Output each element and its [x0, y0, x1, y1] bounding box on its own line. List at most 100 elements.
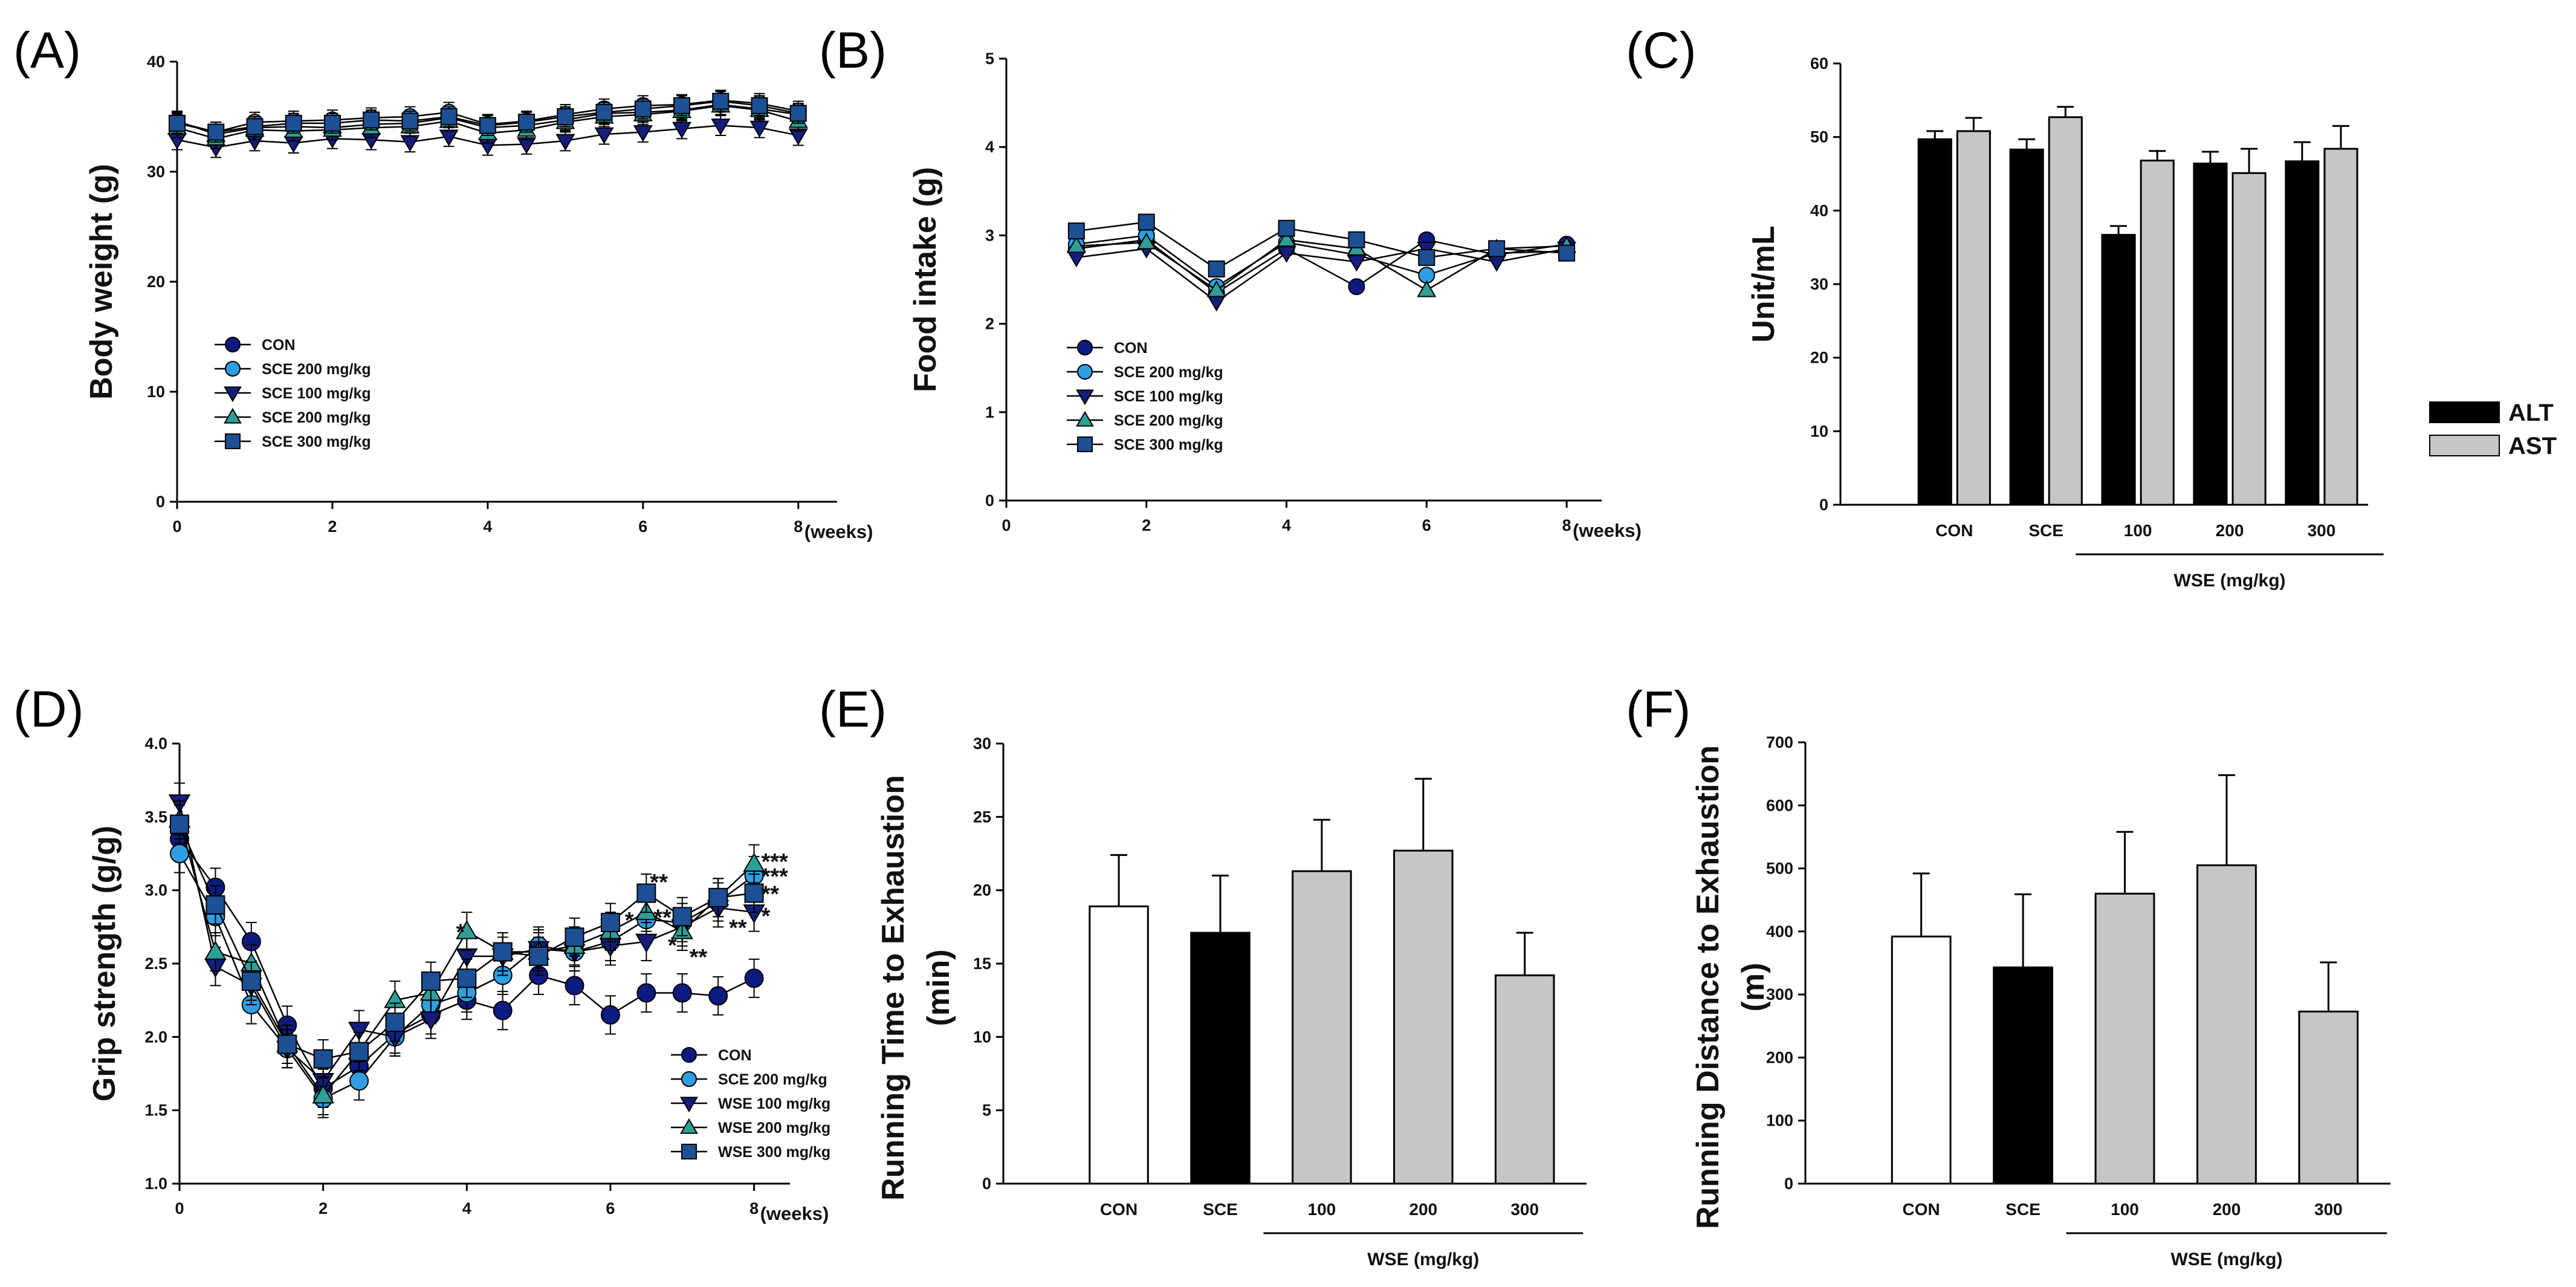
data-point-square	[1077, 436, 1093, 452]
data-point-square	[457, 968, 477, 988]
series-4	[170, 804, 764, 1079]
legend-label: CON	[1114, 340, 1148, 357]
y-tick-label: 1	[985, 403, 994, 421]
data-point-square	[789, 105, 807, 122]
data-point-square	[205, 895, 225, 915]
x-category-label: 100	[2124, 521, 2152, 540]
x-tick-label: 0	[175, 1199, 184, 1217]
data-point-triangle-down	[635, 933, 658, 953]
bar	[2323, 148, 2358, 506]
data-point-square	[1418, 248, 1435, 266]
data-point-square	[207, 123, 225, 141]
y-tick-label: 300	[1766, 985, 1793, 1003]
data-point-square	[634, 100, 652, 118]
data-point-circle	[744, 968, 764, 988]
data-point-square	[712, 92, 730, 110]
data-point-circle	[636, 983, 656, 1003]
x-tick-label: 0	[1002, 516, 1011, 534]
data-point-circle	[1077, 340, 1093, 355]
data-point-circle	[681, 1047, 697, 1063]
data-point-square	[681, 1144, 697, 1159]
panel-c-alt-ast-chart: (C) 0 10 20 30 40 50 60 Unit/mL CON SCE 100 200 300 WS…	[1626, 22, 2557, 591]
y-tick-label: 700	[1766, 733, 1793, 751]
data-point-square	[349, 1042, 369, 1062]
legend-label: WSE 300 mg/kg	[718, 1144, 830, 1161]
bar	[2193, 162, 2228, 506]
series-line	[1076, 235, 1567, 288]
x-tick-label: 6	[606, 1199, 615, 1217]
significance-marker: ***	[761, 849, 788, 875]
legend-label: CON	[262, 337, 296, 354]
y-tick-label: 2.0	[144, 1028, 167, 1046]
legend-swatch	[2429, 401, 2500, 423]
y-tick-label: 30	[1810, 275, 1828, 293]
y-tick-label: 10	[147, 383, 165, 401]
bar	[2231, 172, 2267, 506]
x-category-label: 300	[2314, 1200, 2343, 1219]
panel-b-food-intake-chart: (B) 0 1 2 3 4 5 Food intake (g) 0 2 4 6 8 (weeks) CON S…	[819, 22, 1642, 541]
series-line	[1076, 239, 1567, 291]
data-point-square	[1278, 219, 1295, 237]
x-category-label: 100	[1308, 1200, 1336, 1219]
y-tick-label: 30	[973, 734, 991, 753]
panel-label: (D)	[13, 681, 84, 738]
y-tick-label: 0	[982, 1175, 991, 1193]
significance-marker: **	[761, 882, 779, 907]
data-point-square	[1138, 213, 1155, 231]
legend-label: SCE 300 mg/kg	[262, 433, 371, 450]
y-tick-label: 25	[973, 808, 991, 826]
x-tick-label: 2	[319, 1199, 328, 1217]
significance-marker: *	[456, 920, 465, 945]
y-tick-label: 500	[1766, 860, 1793, 878]
y-tick-label: 10	[973, 1028, 991, 1046]
y-tick-label: 20	[147, 273, 165, 291]
data-point-triangle-up	[680, 1118, 698, 1134]
y-tick-label: 5	[982, 1101, 991, 1120]
significance-marker: ***	[761, 864, 788, 889]
bar	[1190, 932, 1251, 1185]
y-axis-unit-label: (min)	[921, 949, 956, 1026]
data-point-circle	[349, 1071, 369, 1091]
y-tick-label: 20	[1810, 349, 1828, 367]
data-point-triangle-down	[1076, 389, 1094, 406]
y-tick-label: 1.0	[144, 1175, 167, 1193]
x-category-label: SCE	[1203, 1200, 1238, 1219]
legend-label: SCE 100 mg/kg	[262, 385, 371, 402]
series-4	[1067, 213, 1576, 277]
data-point-circle	[170, 844, 189, 863]
x-axis-unit-label: (weeks)	[760, 1203, 829, 1224]
data-point-square	[1348, 231, 1365, 248]
legend-label: SCE 200 mg/kg	[262, 361, 371, 378]
bar	[1292, 870, 1352, 1185]
data-point-triangle-down	[1206, 294, 1226, 312]
data-point-triangle-down	[1347, 254, 1367, 272]
legend-label: ALT	[2508, 400, 2554, 426]
data-point-square	[1067, 222, 1085, 240]
bar	[2009, 148, 2044, 506]
data-point-triangle-down	[555, 134, 575, 151]
data-point-circle	[225, 361, 241, 377]
bar	[1494, 974, 1555, 1185]
group-label: WSE (mg/kg)	[2170, 1250, 2282, 1269]
data-point-square	[401, 112, 419, 130]
data-point-circle	[672, 983, 692, 1003]
x-tick-label: 0	[172, 517, 181, 536]
data-point-circle	[681, 1071, 697, 1087]
data-point-triangle-down	[594, 127, 614, 144]
data-point-triangle-down	[633, 125, 653, 142]
data-point-triangle-down	[400, 135, 420, 152]
data-point-triangle-down	[672, 122, 692, 139]
data-point-triangle-up	[1136, 232, 1156, 250]
bar	[2101, 233, 2136, 506]
data-point-triangle-up	[1206, 280, 1226, 297]
data-point-square	[565, 927, 584, 947]
data-point-triangle-down	[749, 120, 769, 138]
y-tick-label: 40	[1810, 201, 1828, 219]
x-tick-label: 8	[794, 517, 803, 536]
y-tick-label: 2.5	[144, 955, 167, 973]
significance-marker: **	[650, 870, 668, 895]
data-point-square	[170, 814, 189, 834]
bar	[1993, 966, 2053, 1185]
data-point-circle	[225, 337, 241, 352]
